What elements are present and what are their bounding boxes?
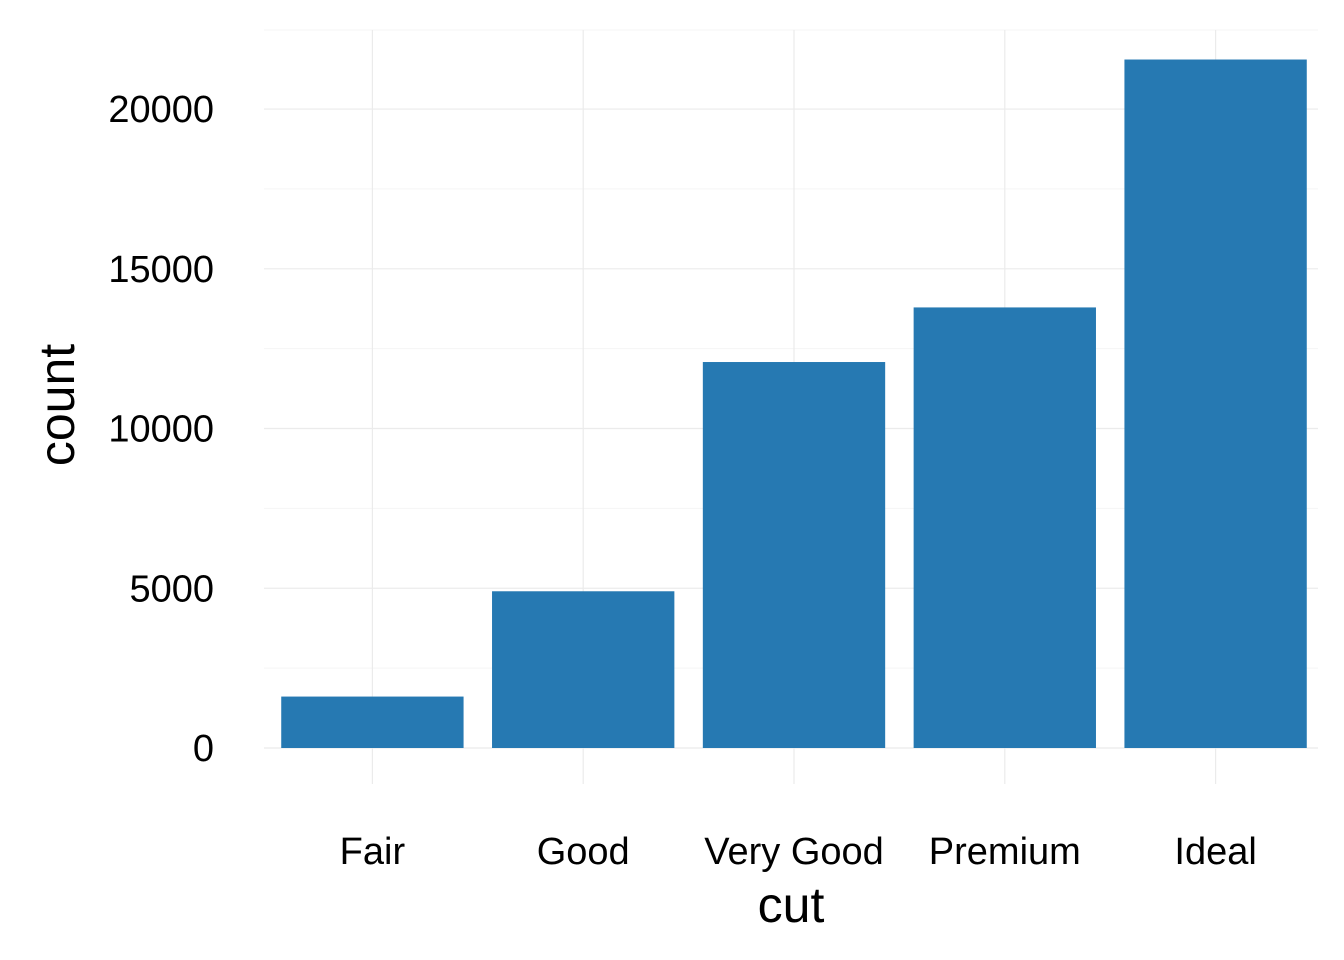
bar-ideal bbox=[1124, 59, 1307, 748]
y-axis-tick-labels: 0 5000 10000 15000 20000 bbox=[108, 89, 214, 770]
bar-premium bbox=[913, 307, 1096, 748]
x-tick-label: Fair bbox=[340, 831, 406, 873]
x-axis-title: cut bbox=[758, 877, 825, 933]
y-tick-label: 0 bbox=[193, 728, 214, 770]
y-tick-label: 20000 bbox=[108, 89, 214, 131]
y-axis-title: count bbox=[29, 344, 85, 466]
x-tick-label: Premium bbox=[929, 831, 1081, 873]
bar-fair bbox=[281, 696, 464, 748]
bar-good bbox=[492, 591, 675, 748]
bar-very-good bbox=[702, 362, 886, 748]
y-tick-label: 10000 bbox=[108, 409, 214, 451]
y-tick-label: 5000 bbox=[129, 568, 214, 610]
x-tick-label: Good bbox=[537, 831, 630, 873]
x-axis-tick-labels: Fair Good Very Good Premium Ideal bbox=[340, 831, 1257, 873]
bars bbox=[281, 59, 1307, 748]
x-tick-label: Very Good bbox=[704, 831, 884, 873]
x-tick-label: Ideal bbox=[1174, 831, 1256, 873]
y-tick-label: 15000 bbox=[108, 249, 214, 291]
